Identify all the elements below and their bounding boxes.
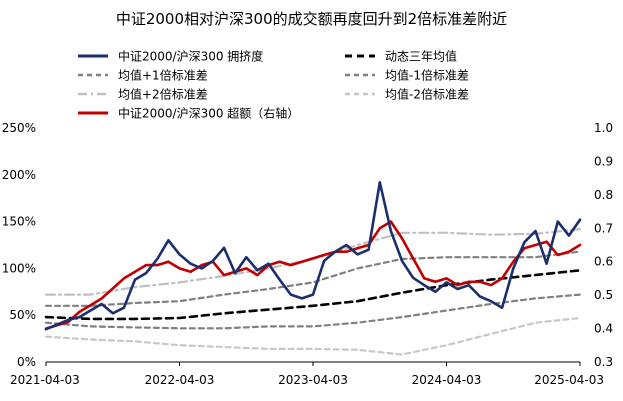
legend-label: 中证2000/沪深300 拥挤度 [118,49,263,64]
crowding-line [44,181,582,331]
lower-2sd-line [44,316,582,356]
right-axis-tick-label: 0.6 [594,255,613,269]
legend-label: 均值-1倍标准差 [385,68,469,83]
upper-1sd-line [44,250,582,307]
chart-title: 中证2000相对沪深300的成交额再度回升到2倍标准差附近 [115,10,508,28]
right-axis-tick-label: 1.0 [594,121,613,135]
right-axis-tick-label: 0.3 [594,355,613,369]
left-axis-tick-label: 50% [9,308,36,322]
legend-label: 均值+2倍标准差 [118,87,208,102]
right-axis-tick-label: 0.9 [594,154,613,168]
excess-return-line [44,220,582,330]
x-axis-tick-label: 2025-04-03 [534,373,604,387]
left-axis-tick-label: 100% [2,261,36,275]
right-axis-tick-label: 0.8 [594,188,613,202]
legend-label: 均值-2倍标准差 [385,87,469,102]
left-axis-tick-label: 150% [2,215,36,229]
legend-label: 中证2000/沪深300 超额（右轴） [118,106,299,121]
left-axis-tick-label: 250% [2,121,36,135]
axes: 0% 50% 100% 150% 200% 250% 0.3 0.4 0.5 0.6 0.7 0.8 0… [2,121,613,387]
legend-label: 动态三年均值 [385,49,457,64]
rolling-mean-line [44,268,582,321]
x-axis-tick-label: 2024-04-03 [412,373,482,387]
lower-1sd-line [44,293,582,330]
left-axis-tick-label: 0% [17,355,36,369]
right-axis-tick-label: 0.5 [594,288,613,302]
legend-label: 均值+1倍标准差 [118,68,208,83]
x-axis-tick-label: 2021-04-03 [10,373,80,387]
right-axis-tick-label: 0.4 [594,322,613,336]
x-axis-tick-label: 2022-04-03 [145,373,215,387]
right-axis-tick-label: 0.7 [594,221,613,235]
series-layer [44,181,582,356]
left-axis-tick-label: 200% [2,168,36,182]
x-axis-tick-label: 2023-04-03 [278,373,348,387]
upper-2sd-line [44,228,582,296]
